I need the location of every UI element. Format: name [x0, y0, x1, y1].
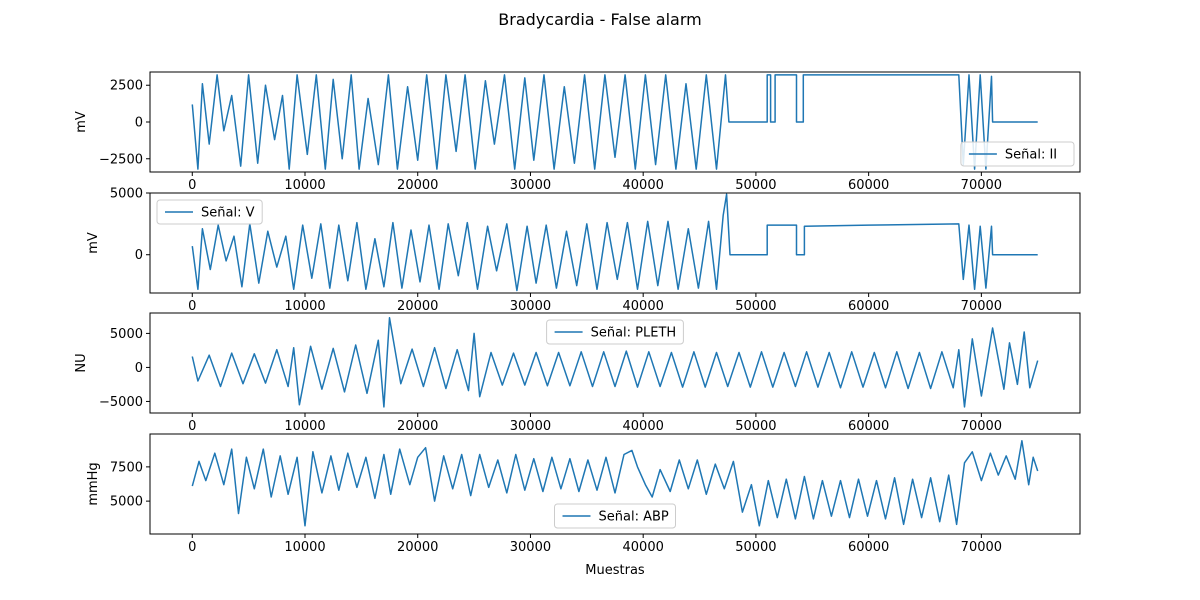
y-axis-label: mV	[74, 111, 89, 133]
x-tick-label: 20000	[397, 299, 438, 314]
y-tick-label: −5000	[99, 395, 143, 410]
figure-title: Bradycardia - False alarm	[498, 10, 701, 29]
x-tick-label: 30000	[510, 419, 551, 434]
series-line	[191, 193, 1038, 292]
x-tick-label: 40000	[623, 419, 664, 434]
x-tick-label: 30000	[510, 299, 551, 314]
series-line	[191, 440, 1039, 527]
x-tick-label: 70000	[961, 178, 1002, 193]
legend-box	[554, 503, 676, 529]
x-tick-label: 50000	[735, 178, 776, 193]
legend-box	[546, 319, 684, 345]
x-tick-label: 30000	[510, 540, 551, 555]
series-line	[191, 317, 1039, 408]
axes-frame	[149, 192, 1081, 294]
x-tick-label: 20000	[397, 178, 438, 193]
y-axis-label: mmHg	[86, 462, 101, 505]
x-tick-label: 60000	[848, 178, 889, 193]
y-axis-label: NU	[74, 353, 89, 372]
x-tick-label: 20000	[397, 419, 438, 434]
legend: Señal: PLETH	[546, 319, 684, 345]
x-tick-label: 60000	[848, 419, 889, 434]
axes-frame	[149, 312, 1081, 414]
subplot-4: 0 10000 20000 30000 40000 50000 60000 70000 5000…	[86, 433, 1081, 555]
x-tick-label: 60000	[848, 540, 889, 555]
y-axis-label: mV	[86, 232, 101, 254]
series-line	[191, 74, 1038, 170]
x-tick-label: 70000	[961, 540, 1002, 555]
y-tick-label: 0	[135, 116, 143, 131]
legend-label: Señal: ABP	[599, 510, 669, 525]
subplot-1: 0 10000 20000 30000 40000 50000 60000 70000 −250…	[74, 71, 1081, 193]
legend-label: Señal: V	[201, 206, 255, 221]
legend-label: Señal: II	[1005, 148, 1057, 163]
y-tick-label: 0	[135, 248, 143, 263]
legend: Señal: ABP	[554, 503, 676, 529]
x-tick-label: 10000	[284, 540, 325, 555]
x-tick-label: 70000	[961, 419, 1002, 434]
x-tick-label: 50000	[735, 540, 776, 555]
subplots-group: 0 10000 20000 30000 40000 50000 60000 70000−250…	[74, 71, 1081, 555]
x-tick-label: 0	[188, 540, 196, 555]
x-tick-label: 10000	[284, 299, 325, 314]
x-tick-label: 70000	[961, 299, 1002, 314]
x-tick-label: 40000	[623, 299, 664, 314]
x-axis-label: Muestras	[585, 563, 645, 578]
x-tick-label: 50000	[735, 419, 776, 434]
legend: Señal: II	[960, 141, 1075, 167]
x-tick-label: 50000	[735, 299, 776, 314]
y-tick-label: 5000	[110, 495, 143, 510]
y-tick-label: −2500	[99, 152, 143, 167]
y-tick-label: 5000	[110, 327, 143, 342]
x-tick-label: 10000	[284, 178, 325, 193]
legend: Señal: V	[156, 199, 263, 225]
y-tick-label: 0	[135, 361, 143, 376]
x-tick-label: 30000	[510, 178, 551, 193]
y-tick-label: 5000	[110, 187, 143, 202]
legend-box	[960, 141, 1075, 167]
y-tick-label: 2500	[110, 79, 143, 94]
x-tick-label: 0	[188, 299, 196, 314]
subplot-2: 0 10000 20000 30000 40000 50000 60000 70000 0 500…	[86, 187, 1081, 314]
y-tick-label: 7500	[110, 460, 143, 475]
legend-box	[156, 199, 263, 225]
x-tick-label: 60000	[848, 299, 889, 314]
legend-label: Señal: PLETH	[591, 326, 677, 341]
subplot-3: 0 10000 20000 30000 40000 50000 60000 70000−500…	[74, 312, 1081, 434]
x-tick-label: 0	[188, 178, 196, 193]
x-tick-label: 40000	[623, 540, 664, 555]
x-tick-label: 10000	[284, 419, 325, 434]
x-tick-label: 20000	[397, 540, 438, 555]
x-tick-label: 40000	[623, 178, 664, 193]
axes-frame	[149, 433, 1081, 535]
x-tick-label: 0	[188, 419, 196, 434]
